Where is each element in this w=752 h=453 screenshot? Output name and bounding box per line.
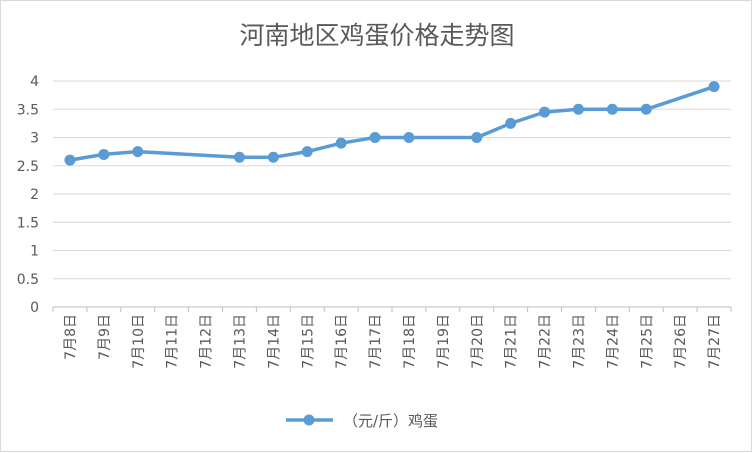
data-point [708, 81, 720, 93]
x-tick-label: 7月10日 [131, 314, 147, 369]
data-point [640, 103, 652, 115]
x-tick-label: 7月13日 [232, 314, 248, 369]
x-tick-label: 7月17日 [368, 314, 384, 369]
y-tick-label: 3.5 [17, 102, 39, 118]
x-axis [52, 306, 732, 312]
x-tick-label: 7月8日 [63, 314, 79, 360]
x-tick-label: 7月21日 [504, 314, 520, 369]
y-tick-label: 1 [30, 244, 39, 260]
data-point [132, 146, 144, 158]
x-axis-ticks: 7月8日 7月9日 7月10日 7月11日 7月12日 7月13日 7月14日 7月15日 7月… [63, 314, 723, 369]
data-point [539, 106, 551, 118]
data-point [267, 151, 279, 163]
y-tick-label: 4 [30, 74, 39, 90]
data-point [335, 137, 347, 149]
x-tick-label: 7月11日 [165, 314, 181, 369]
data-point [64, 154, 76, 166]
x-tick-label: 7月18日 [402, 314, 418, 369]
x-tick-label: 7月22日 [538, 314, 554, 369]
y-axis-ticks: 0 0.5 1 1.5 2 2.5 3 3.5 4 [17, 74, 39, 316]
data-point [233, 151, 245, 163]
x-tick-label: 7月26日 [673, 314, 689, 369]
data-point [471, 132, 483, 143]
y-tick-label: 0.5 [17, 272, 39, 288]
x-tick-label: 7月25日 [639, 314, 655, 369]
data-point [606, 103, 618, 115]
x-tick-label: 7月19日 [436, 314, 452, 369]
x-tick-label: 7月12日 [199, 314, 215, 369]
y-tick-label: 3 [30, 131, 39, 147]
y-tick-label: 2 [30, 187, 39, 203]
data-point [98, 148, 110, 160]
x-tick-label: 7月23日 [571, 314, 587, 369]
chart-title: 河南地区鸡蛋价格走势图 [239, 21, 514, 50]
data-point [403, 132, 415, 143]
legend-label: （元/斤）鸡蛋 [343, 412, 438, 430]
data-point [505, 117, 517, 129]
legend: （元/斤）鸡蛋 [286, 412, 438, 430]
data-point [301, 146, 313, 158]
x-tick-label: 7月27日 [707, 314, 723, 369]
x-tick-label: 7月20日 [470, 314, 486, 369]
x-tick-label: 7月9日 [97, 314, 113, 360]
data-point [572, 103, 584, 115]
x-tick-label: 7月15日 [300, 314, 316, 369]
y-tick-label: 1.5 [17, 215, 39, 231]
data-point [369, 132, 381, 143]
series-layer [64, 81, 720, 166]
y-tick-label: 0 [30, 300, 39, 316]
legend-point-marker [303, 414, 315, 426]
y-tick-label: 2.5 [17, 159, 39, 175]
x-tick-label: 7月14日 [266, 314, 282, 369]
x-tick-label: 7月24日 [605, 314, 621, 369]
series-line [68, 84, 716, 162]
x-tick-label: 7月16日 [334, 314, 350, 369]
